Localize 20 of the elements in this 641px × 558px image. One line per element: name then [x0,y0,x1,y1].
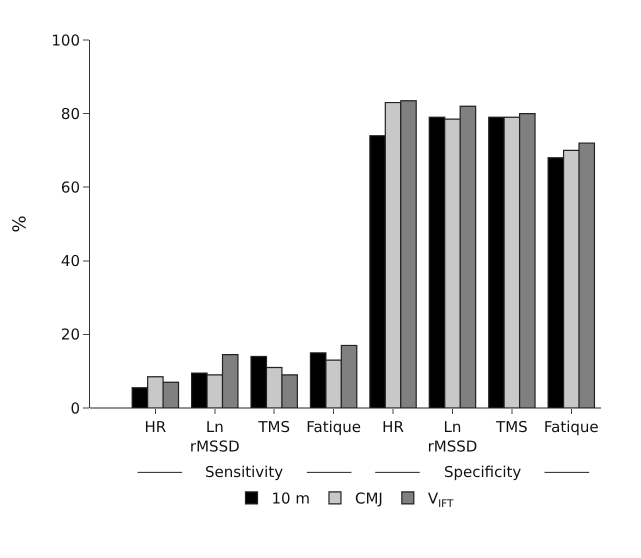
x-tick-label: Ln rMSSD [190,418,240,456]
y-tick-label: 40 [60,252,80,270]
y-tick-label: 100 [51,31,80,50]
x-tick-label: TMS [257,418,290,436]
legend-label: 10 m [272,490,310,508]
x-tick-label: Ln rMSSD [428,418,478,456]
y-axis-title: % [10,215,31,233]
y-tick-label: 20 [60,326,80,344]
legend-label: CMJ [354,490,383,508]
x-tick-label: TMS [495,418,528,436]
x-tick-label: Fatique [306,418,361,436]
x-tick-label: HR [144,418,166,436]
y-tick-label: 0 [70,399,80,418]
x-tick-label: HR [382,418,404,436]
legend-label: V$_{IFT}$ [428,490,454,510]
x-tick-label: Fatique [544,418,599,436]
text: Sensitivity [205,463,284,481]
y-tick-label: 60 [60,178,80,196]
text: Specificity [444,463,522,481]
y-tick-label: 80 [60,104,80,123]
